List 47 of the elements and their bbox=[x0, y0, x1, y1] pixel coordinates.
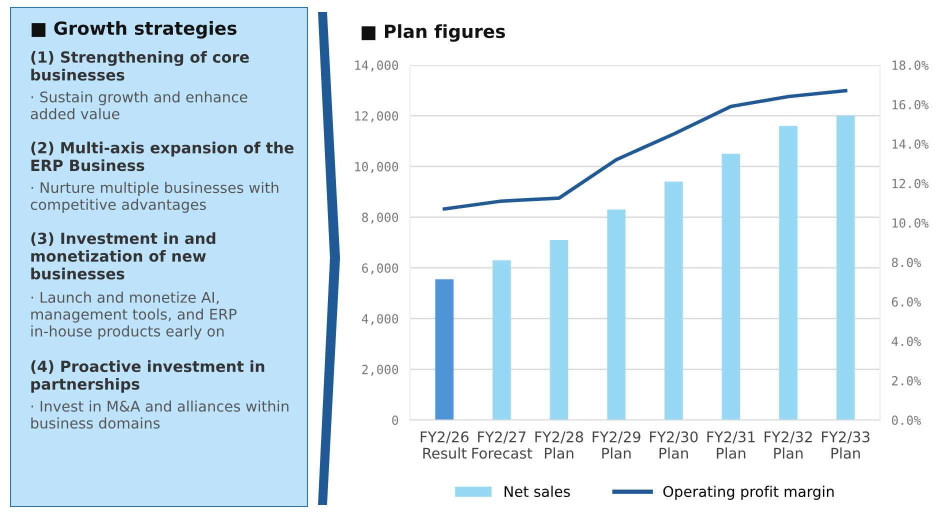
text: (1) Strengthening of core businesses bbox=[31, 51, 249, 81]
x-tick-label: FY2/28 Plan bbox=[535, 431, 584, 459]
x-tick-label: FY2/33 Plan bbox=[822, 431, 870, 459]
x-tick-label: FY2/29 Plan bbox=[592, 431, 640, 459]
text: (3) Investment in and monetization of new businesses bbox=[31, 232, 216, 280]
chart-title: ■ Plan figures bbox=[362, 24, 505, 42]
y-tick-label: 8,000 bbox=[362, 212, 398, 224]
text: · Sustain growth and enhance added value bbox=[30, 91, 248, 120]
y2-tick-label: 18.0% bbox=[892, 60, 929, 70]
y-tick-label: 10,000 bbox=[355, 162, 398, 173]
legend-label: Operating profit margin bbox=[663, 486, 834, 500]
y-tick-label: 2,000 bbox=[362, 364, 398, 376]
text: (2) Multi-axis expansion of the ERP Business bbox=[31, 142, 294, 172]
y-tick-label: 0 bbox=[392, 416, 398, 425]
text: · Nurture multiple businesses with competitive advantages bbox=[30, 182, 278, 213]
y2-tick-label: 12.0% bbox=[892, 178, 929, 188]
y-tick-label: 12,000 bbox=[355, 111, 398, 122]
x-tick-label: FY2/30 Plan bbox=[650, 431, 698, 459]
bar bbox=[550, 240, 568, 420]
text: · Launch and monetize AI, management tools, and ERP in-house products early on bbox=[31, 292, 237, 340]
y-tick-label: 14,000 bbox=[355, 60, 398, 72]
y2-tick-label: 6.0% bbox=[892, 297, 922, 307]
x-tick-label: FY2/27 Forecast bbox=[472, 431, 532, 459]
bar bbox=[607, 210, 626, 420]
x-tick-label: FY2/26 Result bbox=[420, 431, 468, 459]
text: (4) Proactive investment in partnerships bbox=[31, 360, 264, 393]
y2-tick-label: 14.0% bbox=[892, 139, 929, 149]
y2-tick-label: 2.0% bbox=[892, 376, 922, 386]
text: ■ Growth strategies bbox=[32, 21, 237, 39]
y-tick-label: 4,000 bbox=[362, 314, 398, 326]
y-tick-label: 6,000 bbox=[362, 263, 398, 274]
y2-tick-label: 8.0% bbox=[892, 258, 922, 268]
bar bbox=[779, 126, 798, 420]
y2-tick-label: 4.0% bbox=[892, 336, 922, 346]
bar bbox=[492, 260, 511, 420]
y2-tick-label: 16.0% bbox=[892, 100, 929, 110]
bar bbox=[664, 182, 683, 420]
y2-tick-label: 0.0% bbox=[892, 416, 922, 425]
y2-tick-label: 10.0% bbox=[892, 218, 929, 228]
x-tick-label: FY2/32 Plan bbox=[764, 431, 812, 459]
text: · Invest in M&A and alliances within business domains bbox=[31, 400, 288, 429]
legend-label: Net sales bbox=[504, 486, 570, 498]
line-series bbox=[442, 88, 848, 211]
bar bbox=[435, 279, 454, 420]
x-tick-label: FY2/31 Plan bbox=[707, 431, 755, 459]
bar bbox=[722, 154, 740, 420]
bar bbox=[836, 116, 855, 420]
